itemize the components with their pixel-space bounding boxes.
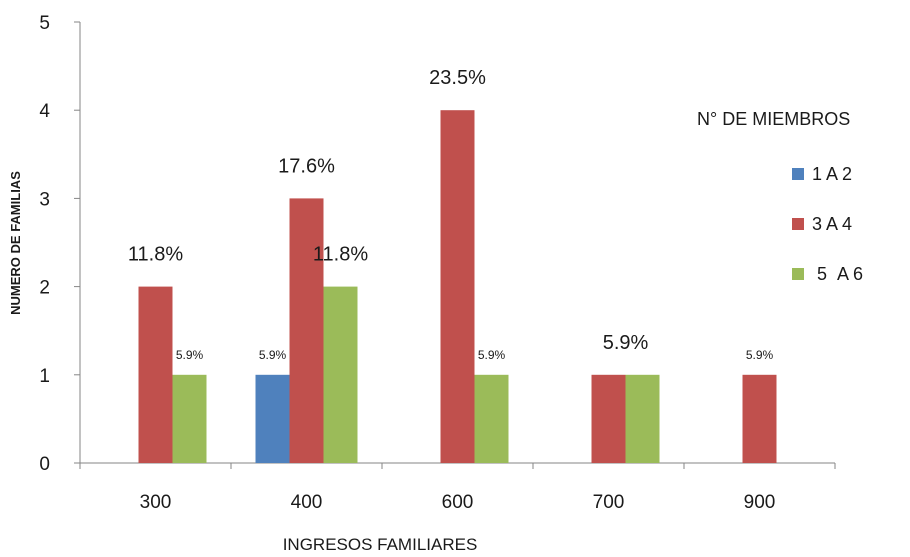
data-labels: 11.8% 5.9% 5.9% 17.6% 11.8% 23.5% 5.9% 5.9% 5.9% [128, 67, 774, 362]
bar [138, 286, 173, 463]
x-tick-label: 600 [442, 492, 474, 513]
x-axis-title: INGRESOS FAMILIARES [283, 535, 478, 554]
y-tick-label: 4 [39, 101, 50, 122]
y-axis-title: NUMERO DE FAMILIAS [8, 171, 23, 315]
bar [323, 286, 358, 463]
bars [138, 110, 777, 463]
legend-swatch [792, 268, 804, 280]
legend-label: 3 A 4 [812, 214, 852, 234]
legend-label: 1 A 2 [812, 164, 852, 184]
bar [742, 374, 777, 463]
legend-label: 5 A 6 [812, 264, 863, 284]
bar [625, 374, 660, 463]
bar [289, 198, 324, 463]
y-tick-label: 0 [39, 454, 50, 475]
x-axis: 300 400 600 700 900 [79, 462, 836, 513]
y-tick-label: 1 [39, 366, 50, 387]
legend-swatch [792, 168, 804, 180]
legend: N° DE MIEMBROS 1 A 2 3 A 4 5 A 6 [697, 109, 863, 284]
y-tick-label: 3 [39, 189, 50, 210]
legend-title: N° DE MIEMBROS [697, 109, 850, 129]
data-label: 17.6% [278, 155, 335, 177]
y-axis: 0 1 2 3 4 5 [39, 13, 81, 475]
bar [255, 374, 290, 463]
data-label: 5.9% [478, 348, 506, 362]
data-label: 5.9% [176, 348, 204, 362]
legend-swatch [792, 218, 804, 230]
x-tick-label: 700 [593, 492, 625, 513]
x-tick-label: 400 [291, 492, 323, 513]
data-label: 5.9% [259, 348, 287, 362]
bar [591, 374, 626, 463]
x-tick-label: 900 [744, 492, 776, 513]
data-label: 5.9% [746, 348, 774, 362]
x-tick-label: 300 [140, 492, 172, 513]
bar [440, 110, 475, 463]
y-tick-label: 2 [39, 278, 50, 299]
bar [474, 374, 509, 463]
bar [172, 374, 207, 463]
data-label: 11.8% [128, 244, 183, 266]
data-label: 5.9% [603, 332, 649, 354]
data-label: 11.8% [313, 244, 368, 266]
data-label: 23.5% [429, 67, 486, 89]
y-tick-label: 5 [39, 13, 50, 34]
